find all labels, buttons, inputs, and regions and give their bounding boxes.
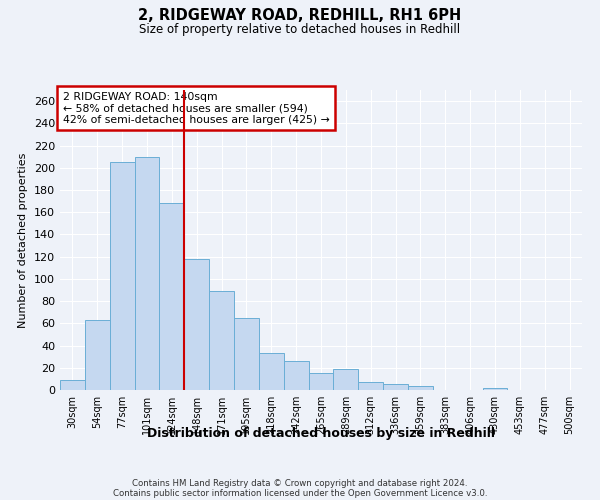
Bar — [259, 354, 284, 390]
Bar — [209, 291, 234, 390]
Bar — [134, 156, 160, 390]
Bar — [60, 380, 85, 390]
Bar — [284, 361, 308, 390]
Text: Contains HM Land Registry data © Crown copyright and database right 2024.: Contains HM Land Registry data © Crown c… — [132, 478, 468, 488]
Bar — [383, 384, 408, 390]
Bar — [334, 369, 358, 390]
Y-axis label: Number of detached properties: Number of detached properties — [19, 152, 28, 328]
Bar — [160, 204, 184, 390]
Text: 2 RIDGEWAY ROAD: 140sqm
← 58% of detached houses are smaller (594)
42% of semi-d: 2 RIDGEWAY ROAD: 140sqm ← 58% of detache… — [62, 92, 329, 124]
Text: Size of property relative to detached houses in Redhill: Size of property relative to detached ho… — [139, 22, 461, 36]
Bar — [482, 388, 508, 390]
Text: 2, RIDGEWAY ROAD, REDHILL, RH1 6PH: 2, RIDGEWAY ROAD, REDHILL, RH1 6PH — [139, 8, 461, 22]
Text: Distribution of detached houses by size in Redhill: Distribution of detached houses by size … — [147, 428, 495, 440]
Bar — [408, 386, 433, 390]
Bar — [85, 320, 110, 390]
Bar — [184, 259, 209, 390]
Bar — [358, 382, 383, 390]
Bar — [110, 162, 134, 390]
Bar — [234, 318, 259, 390]
Text: Contains public sector information licensed under the Open Government Licence v3: Contains public sector information licen… — [113, 488, 487, 498]
Bar — [308, 374, 334, 390]
